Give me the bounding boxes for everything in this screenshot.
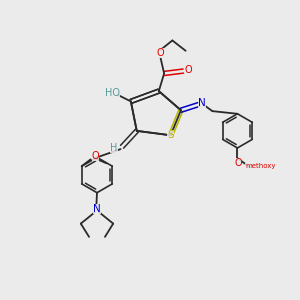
Text: HO: HO [105, 88, 120, 98]
Text: N: N [93, 205, 101, 214]
Text: O: O [234, 158, 242, 168]
Text: S: S [167, 130, 174, 140]
Text: methoxy: methoxy [245, 163, 276, 169]
Text: O: O [92, 152, 99, 161]
Text: H: H [110, 142, 118, 153]
Text: O: O [185, 65, 192, 76]
Text: N: N [198, 98, 206, 108]
Text: O: O [157, 48, 164, 58]
